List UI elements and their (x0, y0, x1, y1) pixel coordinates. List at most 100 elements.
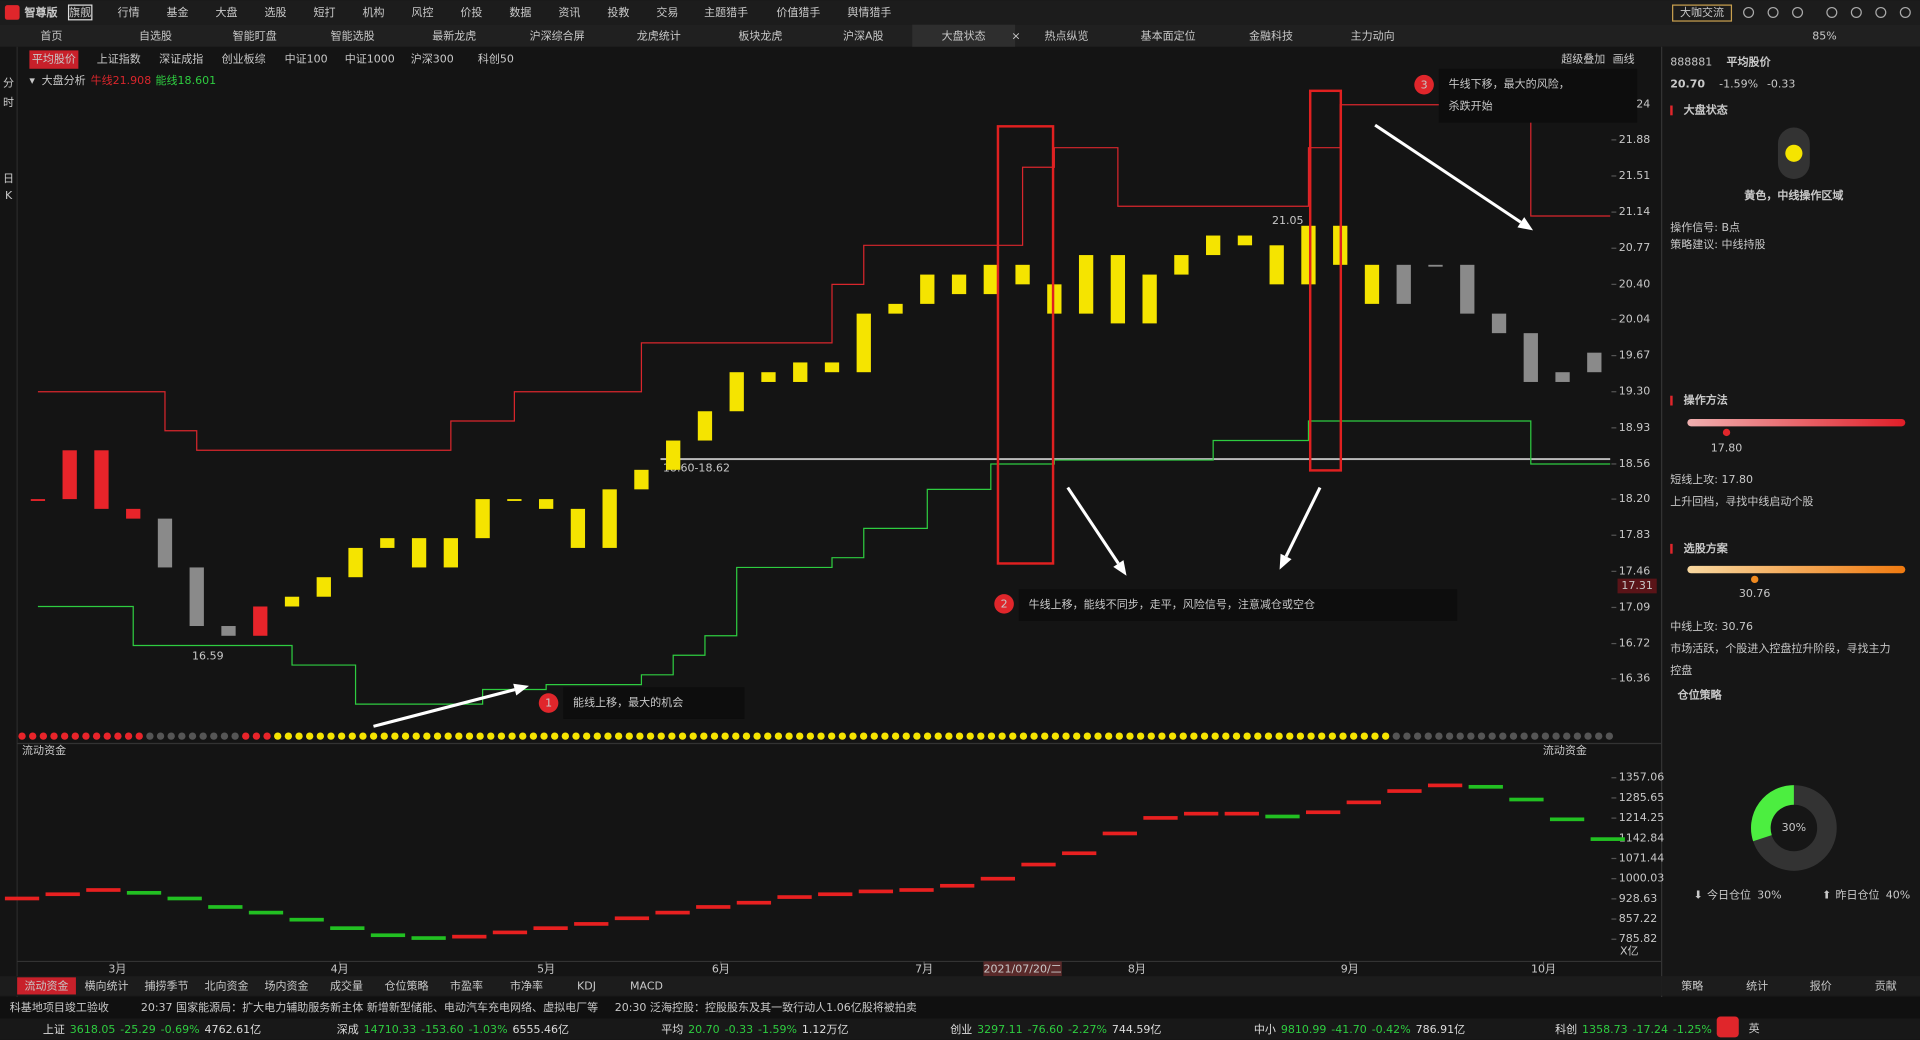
signal-dot (966, 732, 974, 740)
index-tab[interactable]: 中证1000 (345, 53, 395, 66)
signal-dot (796, 732, 804, 740)
tab[interactable]: 板块龙虎 (738, 28, 782, 42)
window-icon[interactable] (1899, 6, 1911, 18)
bottom-tab[interactable]: 市净率 (510, 979, 543, 993)
window-icon[interactable] (1743, 6, 1755, 18)
menu-item[interactable]: 风控 (411, 5, 433, 19)
tab[interactable]: 首页 (40, 28, 62, 42)
index-tab[interactable]: 深证成指 (159, 52, 203, 66)
signal-dot (604, 732, 612, 740)
signal-dot (103, 732, 111, 740)
menu-item[interactable]: 机构 (362, 5, 384, 19)
close-tab[interactable]: × (1011, 29, 1020, 42)
section-title: 选股方案 (1684, 541, 1729, 555)
menu-item[interactable]: 价投 (460, 5, 482, 19)
bottom-tab[interactable]: 北向资金 (204, 979, 248, 993)
tab[interactable]: 沪深A股 (843, 28, 884, 42)
signal-dot (242, 732, 250, 740)
menu-button[interactable]: 大咖交流 (1680, 5, 1724, 19)
menu-item[interactable]: 资讯 (558, 6, 580, 19)
menu-item[interactable]: 数据 (509, 5, 531, 19)
index-tab[interactable]: 平均股价 (32, 53, 76, 66)
tab[interactable]: 金融科技 (1249, 28, 1293, 42)
panel-tab[interactable]: 策略 (1681, 979, 1703, 993)
method-desc: 上升回档，寻找中线启动个股 (1670, 494, 1813, 508)
menu-item[interactable]: 交易 (656, 5, 678, 19)
menu-item[interactable]: 大盘 (216, 5, 238, 19)
news-item[interactable]: 20:30 泛海控股：控股股东及其一致行动人1.06亿股将被拍卖 (615, 1000, 917, 1014)
index-tab[interactable]: 沪深300 (411, 52, 454, 66)
flow-mark (777, 895, 812, 899)
signal-dot (806, 732, 815, 740)
index-tab[interactable]: 上证指数 (97, 52, 141, 66)
index-tab[interactable]: 中证100 (285, 53, 328, 66)
y-tick-label: 928.63 (1619, 892, 1658, 905)
news-item[interactable]: 科基地项目竣工验收 (10, 1000, 109, 1014)
index-tab[interactable]: 创业板综 (222, 52, 266, 66)
window-icon[interactable] (1767, 6, 1779, 18)
panel-tab[interactable]: 报价 (1810, 979, 1832, 993)
bottom-tab[interactable]: 流动资金 (24, 979, 68, 993)
tab[interactable]: 自选股 (139, 29, 172, 42)
toolbar-item[interactable]: 超级叠加 (1561, 52, 1605, 66)
signal-dot (700, 732, 708, 740)
tab[interactable]: 热点纵览 (1044, 28, 1088, 42)
news-item[interactable]: 20:37 国家能源局：扩大电力辅助服务新主体 新增新型储能、电动汽车充电网络、… (141, 1000, 598, 1014)
signal-dot (1552, 732, 1560, 740)
index-quote: 科创 1358.73 -17.24 -1.25% (1555, 1022, 1712, 1036)
bottom-tab[interactable]: 横向统计 (84, 979, 128, 993)
signal-dot (1318, 732, 1326, 740)
tab[interactable]: 大盘状态 (942, 28, 986, 42)
menu-item[interactable]: 主题猎手 (704, 5, 748, 19)
tab[interactable]: 智能选股 (331, 28, 375, 42)
signal-dot (753, 732, 761, 740)
flow-mark (980, 876, 1016, 881)
menu-item[interactable]: 行情 (118, 6, 140, 19)
menu-item[interactable]: 价值猎手 (776, 5, 820, 19)
menu-item[interactable]: 投教 (607, 5, 629, 19)
tab[interactable]: 智能盯盘 (233, 28, 277, 42)
y-tick-label: 21.14 (1619, 205, 1651, 218)
period-label[interactable]: 分 (3, 76, 14, 89)
y-tick-label: 857.22 (1619, 912, 1658, 925)
bottom-tab[interactable]: 仓位策略 (384, 979, 428, 993)
menu-item[interactable]: 基金 (167, 5, 189, 19)
period-label[interactable]: 日 (3, 172, 14, 185)
menu-item[interactable]: 短打 (313, 5, 335, 19)
tab[interactable]: 主力动向 (1351, 28, 1395, 42)
index-tab[interactable]: 科创50 (478, 52, 514, 66)
signal-dot (1424, 732, 1432, 740)
window-icon[interactable] (1875, 6, 1887, 18)
highlight-box (996, 125, 1055, 565)
bottom-tab[interactable]: 捕捞季节 (144, 979, 188, 993)
bottom-tab[interactable]: 成交量 (330, 979, 363, 993)
window-icon[interactable] (1792, 6, 1804, 18)
menu-item[interactable]: 选股 (264, 6, 286, 19)
tab[interactable]: 最新龙虎 (432, 28, 476, 42)
period-label[interactable]: K (5, 189, 13, 202)
signal-dot (263, 732, 271, 740)
bottom-tab[interactable]: 场内资金 (264, 979, 308, 993)
bottom-tab[interactable]: KDJ (577, 980, 596, 993)
index-quote: 平均 20.70 -0.33 -1.59% 1.12万亿 (661, 1023, 848, 1036)
signal-dot (1339, 732, 1347, 740)
bottom-tab[interactable]: 市盈率 (450, 979, 483, 993)
signal-dot (167, 732, 175, 740)
window-icon[interactable] (1850, 6, 1862, 18)
candle (1206, 235, 1221, 256)
index-name: 中小 (1254, 1023, 1276, 1036)
tab[interactable]: 龙虎统计 (637, 29, 681, 42)
signal-dot (188, 732, 197, 740)
signal-dot (1104, 732, 1113, 740)
bottom-tab[interactable]: MACD (630, 980, 663, 993)
period-label[interactable]: 时 (3, 96, 14, 109)
toolbar-item[interactable]: 画线 (1613, 52, 1635, 66)
window-icon[interactable] (1826, 6, 1838, 18)
panel-tab[interactable]: 统计 (1746, 980, 1768, 993)
candle (62, 450, 77, 500)
candle (443, 538, 458, 568)
panel-tab[interactable]: 贡献 (1875, 979, 1897, 993)
menu-item[interactable]: 舆情猎手 (847, 5, 891, 19)
tab[interactable]: 基本面定位 (1141, 28, 1196, 42)
tab[interactable]: 沪深综合屏 (530, 28, 585, 42)
